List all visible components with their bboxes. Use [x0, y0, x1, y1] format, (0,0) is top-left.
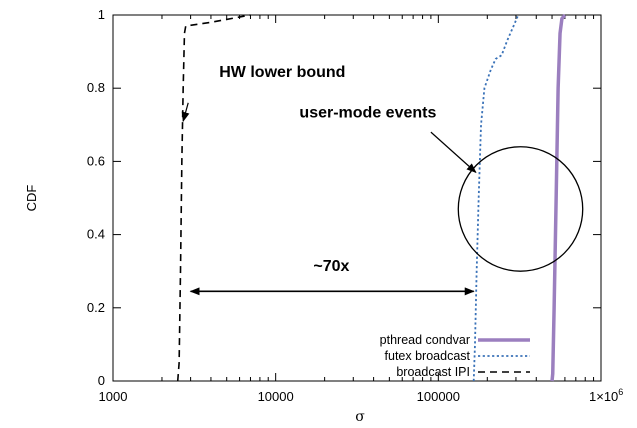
ratio-label: ~70x: [313, 258, 349, 275]
y-tick-label: 0.8: [87, 80, 105, 95]
annotations: HW lower bound user-mode events ~70x: [181, 64, 584, 296]
legend: pthread condvar futex broadcast broadcast …: [380, 333, 530, 379]
y-tick-label: 0: [98, 373, 105, 388]
y-tick-label: 1: [98, 7, 105, 22]
series-futex-broadcast: [472, 14, 520, 382]
x-axis: 1000 10000 100000 1×106: [99, 15, 623, 404]
plot-border: [112, 14, 602, 382]
series-broadcast-ipi: [176, 14, 251, 382]
annotation-label: user-mode events: [299, 104, 436, 121]
x-axis-label: σ: [355, 409, 365, 425]
highlight-circle: [457, 146, 584, 272]
series-pthread-condvar: [550, 13, 567, 382]
plot-frame: [112, 14, 602, 382]
legend-label: broadcast IPI: [396, 365, 470, 379]
legend-label: pthread condvar: [380, 333, 470, 347]
annotation-label: HW lower bound: [219, 64, 345, 81]
x-tick-label: 100000: [417, 389, 460, 404]
legend-label: futex broadcast: [385, 349, 471, 363]
y-axis: 0 0.2 0.4 0.6 0.8 1: [87, 7, 601, 388]
y-tick-label: 0.6: [87, 153, 105, 168]
x-tick-label: 10000: [258, 389, 294, 404]
series-layer: [176, 13, 567, 382]
y-axis-label: CDF: [24, 185, 39, 212]
x-tick-label: 1×106: [589, 387, 623, 404]
y-tick-label: 0.4: [87, 227, 105, 242]
annotation-arrow: [430, 131, 477, 174]
annotation-arrow: [181, 102, 190, 123]
y-tick-label: 0.2: [87, 300, 105, 315]
x-tick-label: 1000: [99, 389, 128, 404]
